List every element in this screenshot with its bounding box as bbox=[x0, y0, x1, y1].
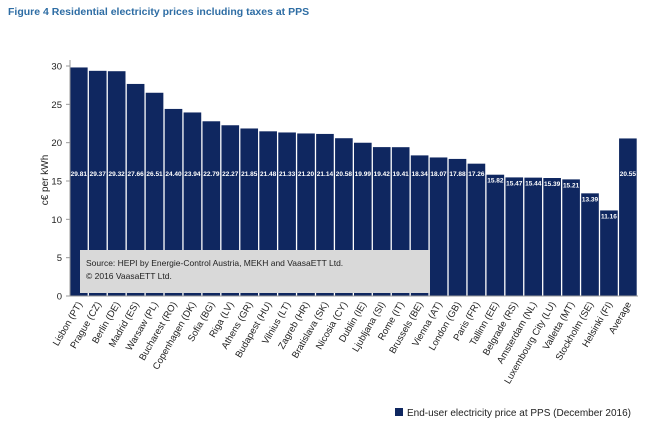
legend: End-user electricity price at PPS (Decem… bbox=[395, 408, 631, 419]
data-label-14: 20.58 bbox=[336, 171, 353, 178]
bar-28 bbox=[600, 210, 618, 296]
data-label-19: 18.07 bbox=[430, 171, 447, 178]
data-label-1: 29.37 bbox=[90, 171, 107, 178]
bar-21 bbox=[467, 163, 486, 296]
y-tick-label-0: 0 bbox=[57, 292, 62, 303]
source-annotation-box bbox=[80, 250, 430, 293]
source-annotation-line1: Source: HEPI by Energie-Control Austria,… bbox=[86, 258, 343, 268]
y-tick-label-2: 10 bbox=[51, 215, 62, 226]
data-label-16: 19.42 bbox=[374, 171, 391, 178]
data-label-5: 24.40 bbox=[165, 171, 182, 178]
bar-3 bbox=[126, 83, 145, 296]
bar-4 bbox=[145, 92, 164, 296]
legend-label: End-user electricity price at PPS (Decem… bbox=[407, 408, 631, 419]
data-label-12: 21.20 bbox=[298, 171, 315, 178]
data-label-8: 22.27 bbox=[222, 171, 239, 178]
data-label-26: 15.21 bbox=[563, 182, 580, 189]
data-label-15: 19.99 bbox=[355, 171, 372, 178]
bar-24 bbox=[524, 177, 543, 296]
data-label-4: 26.51 bbox=[146, 171, 163, 178]
data-label-18: 18.34 bbox=[411, 171, 428, 178]
bar-0 bbox=[70, 67, 88, 297]
data-label-28: 11.16 bbox=[601, 213, 617, 220]
data-label-2: 29.32 bbox=[109, 171, 126, 178]
y-tick-label-4: 20 bbox=[51, 138, 62, 149]
bar-2 bbox=[107, 71, 126, 297]
bar-23 bbox=[505, 177, 524, 296]
bar-20 bbox=[448, 158, 467, 296]
data-label-25: 15.39 bbox=[544, 181, 561, 188]
data-label-0: 29.81 bbox=[71, 171, 88, 178]
data-label-24: 15.44 bbox=[525, 181, 542, 188]
y-tick-label-1: 5 bbox=[57, 253, 62, 264]
y-tick-label-5: 25 bbox=[51, 100, 62, 111]
y-tick-label-3: 15 bbox=[51, 177, 62, 188]
bar-1 bbox=[88, 70, 107, 296]
bar-22 bbox=[486, 174, 505, 296]
data-label-6: 23.94 bbox=[184, 171, 201, 178]
data-label-3: 27.66 bbox=[127, 171, 144, 178]
figure-title: Figure 4 Residential electricity prices … bbox=[8, 6, 310, 18]
data-label-17: 19.41 bbox=[393, 171, 410, 178]
data-label-10: 21.48 bbox=[260, 171, 277, 178]
data-label-22: 15.82 bbox=[487, 178, 504, 185]
data-label-29: 20.55 bbox=[620, 171, 637, 178]
y-tick-label-6: 30 bbox=[51, 62, 62, 73]
bar-5 bbox=[164, 108, 183, 297]
bar-19 bbox=[429, 157, 448, 296]
data-label-23: 15.47 bbox=[506, 180, 523, 187]
bar-29 bbox=[619, 138, 637, 296]
data-label-27: 13.39 bbox=[582, 196, 599, 203]
data-label-9: 21.85 bbox=[241, 171, 258, 178]
legend-swatch bbox=[395, 408, 403, 416]
data-label-13: 21.14 bbox=[317, 171, 334, 178]
bar-27 bbox=[581, 193, 599, 296]
y-axis-label: c€ per kWh bbox=[40, 155, 51, 206]
data-label-21: 17.26 bbox=[468, 171, 485, 178]
bar-26 bbox=[562, 179, 580, 296]
source-annotation-line2: © 2016 VaasaETT Ltd. bbox=[86, 271, 172, 281]
bar-25 bbox=[543, 178, 561, 296]
source-annotation: Source: HEPI by Energie-Control Austria,… bbox=[80, 250, 430, 293]
data-label-7: 22.79 bbox=[203, 171, 220, 178]
data-label-11: 21.33 bbox=[279, 171, 296, 178]
data-label-20: 17.88 bbox=[449, 171, 466, 178]
